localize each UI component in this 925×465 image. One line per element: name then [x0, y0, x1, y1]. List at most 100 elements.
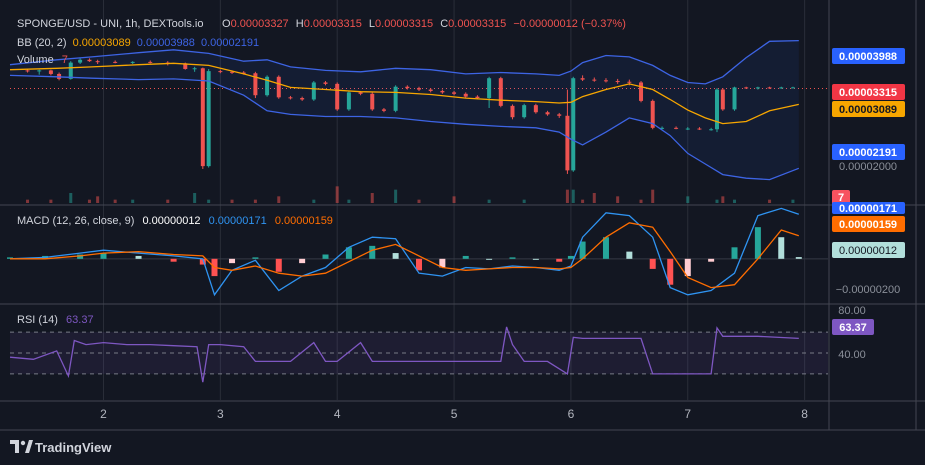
- macd-histogram-bar: [345, 247, 352, 259]
- price-scale[interactable]: 0.00003988 0.00003315 0.00003089 0.00002…: [832, 48, 905, 205]
- candle-body: [311, 82, 316, 100]
- volume-bar: [230, 199, 234, 203]
- volume-bar: [791, 199, 795, 203]
- symbol-title[interactable]: SPONGE/USD - UNI, 1h, DEXTools.io: [17, 18, 203, 30]
- candle-body: [253, 73, 258, 96]
- macd-tick-label: −0.00000200: [836, 284, 901, 296]
- macd-legend[interactable]: MACD (12, 26, close, 9) 0.00000012 0.000…: [17, 215, 333, 227]
- macd-histogram-bar: [778, 237, 785, 259]
- volume-bar: [592, 193, 596, 203]
- rsi-scale[interactable]: 80.00 40.00 63.37: [832, 305, 874, 361]
- macd-histogram-bar: [135, 255, 142, 259]
- candle-body: [615, 81, 620, 83]
- candle-body: [300, 98, 305, 100]
- candle-body: [475, 96, 480, 99]
- macd-histogram-bar: [556, 258, 563, 262]
- volume-bar: [581, 199, 585, 203]
- volume-legend[interactable]: Volume 7: [17, 54, 68, 66]
- candle-body: [417, 88, 421, 90]
- candle-body: [452, 92, 457, 94]
- bollinger-band-lines: [9, 39, 800, 181]
- volume-bar: [394, 189, 398, 203]
- macd-histogram-bar: [416, 258, 422, 271]
- candle-body: [288, 97, 293, 99]
- volume-bar: [651, 189, 655, 203]
- volume-bar: [522, 199, 526, 203]
- tradingview-wordmark: TradingView: [35, 440, 112, 455]
- bb-upper-badge-bg: [832, 48, 905, 64]
- candle-body: [510, 105, 515, 118]
- candle-body: [48, 70, 53, 74]
- candle-body: [767, 87, 772, 89]
- macd-histogram-bar: [602, 237, 609, 259]
- macd-histogram-bar: [322, 254, 329, 259]
- tradingview-logo[interactable]: TradingView: [10, 440, 112, 455]
- volume-bar: [733, 199, 737, 203]
- volume-bar: [686, 196, 690, 203]
- rsi-pane[interactable]: [9, 326, 828, 383]
- bb-upper-badge: 0.00003988: [839, 51, 897, 63]
- candle-body: [276, 76, 281, 98]
- histogram-badge-bg: [832, 242, 905, 258]
- macd-histogram-bar: [252, 257, 259, 259]
- volume-bar: [452, 196, 456, 203]
- bb-basis-badge: 0.00003089: [839, 104, 897, 116]
- histogram-badge: 0.00000012: [839, 245, 897, 257]
- volume-bar: [193, 193, 197, 203]
- candle-body: [714, 89, 719, 130]
- candle-body: [571, 78, 576, 171]
- volume-bar: [347, 199, 351, 203]
- volume-bar: [768, 199, 772, 203]
- price-legend[interactable]: SPONGE/USD - UNI, 1h, DEXTools.io O0.000…: [17, 18, 626, 66]
- candle-body: [381, 109, 386, 111]
- macd-pane[interactable]: [7, 207, 828, 297]
- rsi-tick-80: 80.00: [838, 305, 866, 317]
- x-tick-label: 3: [217, 407, 224, 421]
- volume-bar: [639, 199, 643, 203]
- candle-body: [78, 59, 83, 63]
- candle-body: [487, 78, 492, 99]
- candle-body: [405, 86, 410, 89]
- macd-histogram-bar: [579, 241, 586, 259]
- macd-histogram-bar: [170, 258, 177, 262]
- last-price-badge: 0.00003315: [839, 87, 897, 99]
- macd-histogram-bar: [754, 227, 761, 259]
- bb-lower-badge: 0.00002191: [839, 147, 897, 159]
- rsi-badge-bg: [832, 319, 874, 335]
- signal-badge-bg: [832, 216, 905, 232]
- macd-histogram-bar: [626, 251, 633, 259]
- bb-legend[interactable]: BB (20, 2) 0.00003089 0.00003988 0.00002…: [17, 37, 259, 49]
- candle-body: [603, 80, 608, 82]
- macd-histogram-bar: [77, 254, 84, 259]
- volume-bar: [166, 199, 170, 203]
- candle-body: [790, 87, 795, 89]
- macd-histogram-bar: [392, 253, 399, 259]
- macd-histogram-bar: [369, 245, 376, 259]
- candle-body: [87, 59, 92, 62]
- macd-histogram-bar: [275, 258, 282, 272]
- volume-bar: [417, 199, 421, 203]
- candle-body: [183, 63, 188, 69]
- macd-histogram-bar: [532, 258, 539, 260]
- candle-body: [218, 71, 223, 73]
- candle-body: [565, 115, 570, 171]
- candle-body: [265, 76, 270, 96]
- candle-body: [241, 72, 246, 74]
- rsi-legend[interactable]: RSI (14) 63.37: [17, 314, 94, 326]
- macd-scale[interactable]: 0.00000171 0.00000159 0.00000012 −0.0000…: [832, 202, 905, 296]
- volume-bar: [277, 196, 281, 203]
- candle-body: [685, 128, 690, 130]
- volume-badge: 7: [838, 192, 844, 204]
- macd-histogram-bar: [199, 258, 206, 265]
- volume-bar: [487, 199, 491, 203]
- candlestick-series[interactable]: [25, 58, 795, 174]
- candle-body: [779, 87, 784, 89]
- volume-bar: [616, 196, 620, 203]
- tradingview-icon-slash: [25, 440, 33, 453]
- candle-body: [627, 81, 632, 83]
- candle-body: [358, 92, 363, 94]
- macd-histogram-bar: [708, 258, 715, 262]
- macd-badge-bg: [832, 202, 905, 214]
- candle-body: [370, 93, 375, 110]
